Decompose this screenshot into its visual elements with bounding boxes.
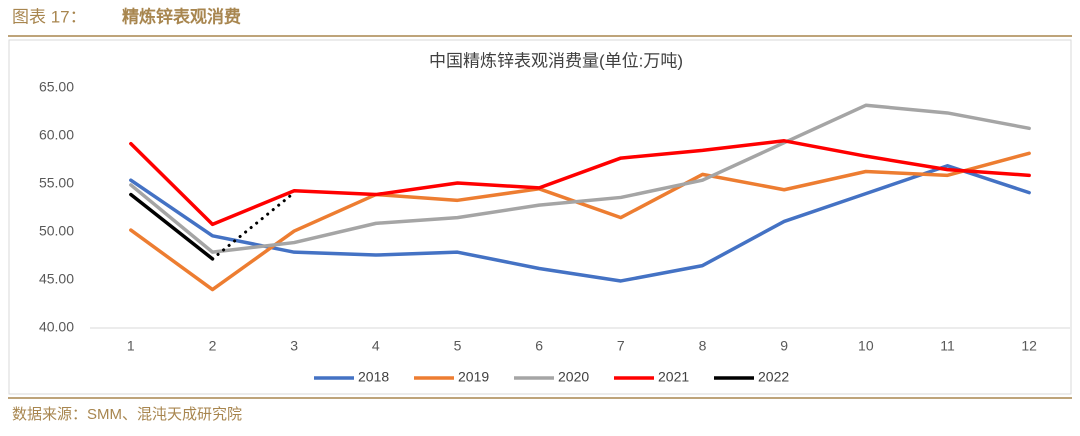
x-tick-label: 2 bbox=[209, 338, 217, 354]
y-tick-label: 45.00 bbox=[39, 271, 74, 287]
x-tick-label: 4 bbox=[372, 338, 380, 354]
line-series bbox=[129, 103, 1031, 254]
y-tick-label: 65.00 bbox=[39, 79, 74, 95]
chart-title: 中国精炼锌表观消费量(单位:万吨) bbox=[429, 51, 683, 70]
x-tick-label: 5 bbox=[454, 338, 462, 354]
legend-label: 2020 bbox=[558, 369, 589, 385]
legend-label: 2018 bbox=[358, 369, 389, 385]
x-tick-label: 7 bbox=[617, 338, 625, 354]
source: 数据来源：SMM、混沌天成研究院 bbox=[12, 405, 242, 423]
line-series bbox=[129, 151, 1031, 292]
legend-label: 2022 bbox=[758, 369, 789, 385]
y-tick-label: 40.00 bbox=[39, 319, 74, 335]
x-tick-label: 12 bbox=[1021, 338, 1037, 354]
line-series bbox=[129, 192, 215, 261]
legend-label: 2019 bbox=[458, 369, 489, 385]
legend-label: 2021 bbox=[658, 369, 689, 385]
figure-label: 图表 17： bbox=[12, 7, 87, 26]
figure-title: 精炼锌表观消费 bbox=[122, 6, 241, 26]
x-tick-label: 8 bbox=[699, 338, 707, 354]
x-tick-label: 3 bbox=[290, 338, 298, 354]
x-tick-label: 9 bbox=[780, 338, 788, 354]
y-tick-label: 55.00 bbox=[39, 175, 74, 191]
chart-frame bbox=[8, 39, 1072, 395]
x-tick-label: 10 bbox=[858, 338, 874, 354]
y-tick-label: 50.00 bbox=[39, 223, 74, 239]
x-tick-label: 1 bbox=[127, 338, 135, 354]
y-tick-label: 60.00 bbox=[39, 127, 74, 143]
x-tick-label: 6 bbox=[535, 338, 543, 354]
line-series bbox=[129, 164, 1031, 283]
line-series bbox=[129, 139, 1031, 227]
x-tick-label: 11 bbox=[940, 338, 955, 354]
